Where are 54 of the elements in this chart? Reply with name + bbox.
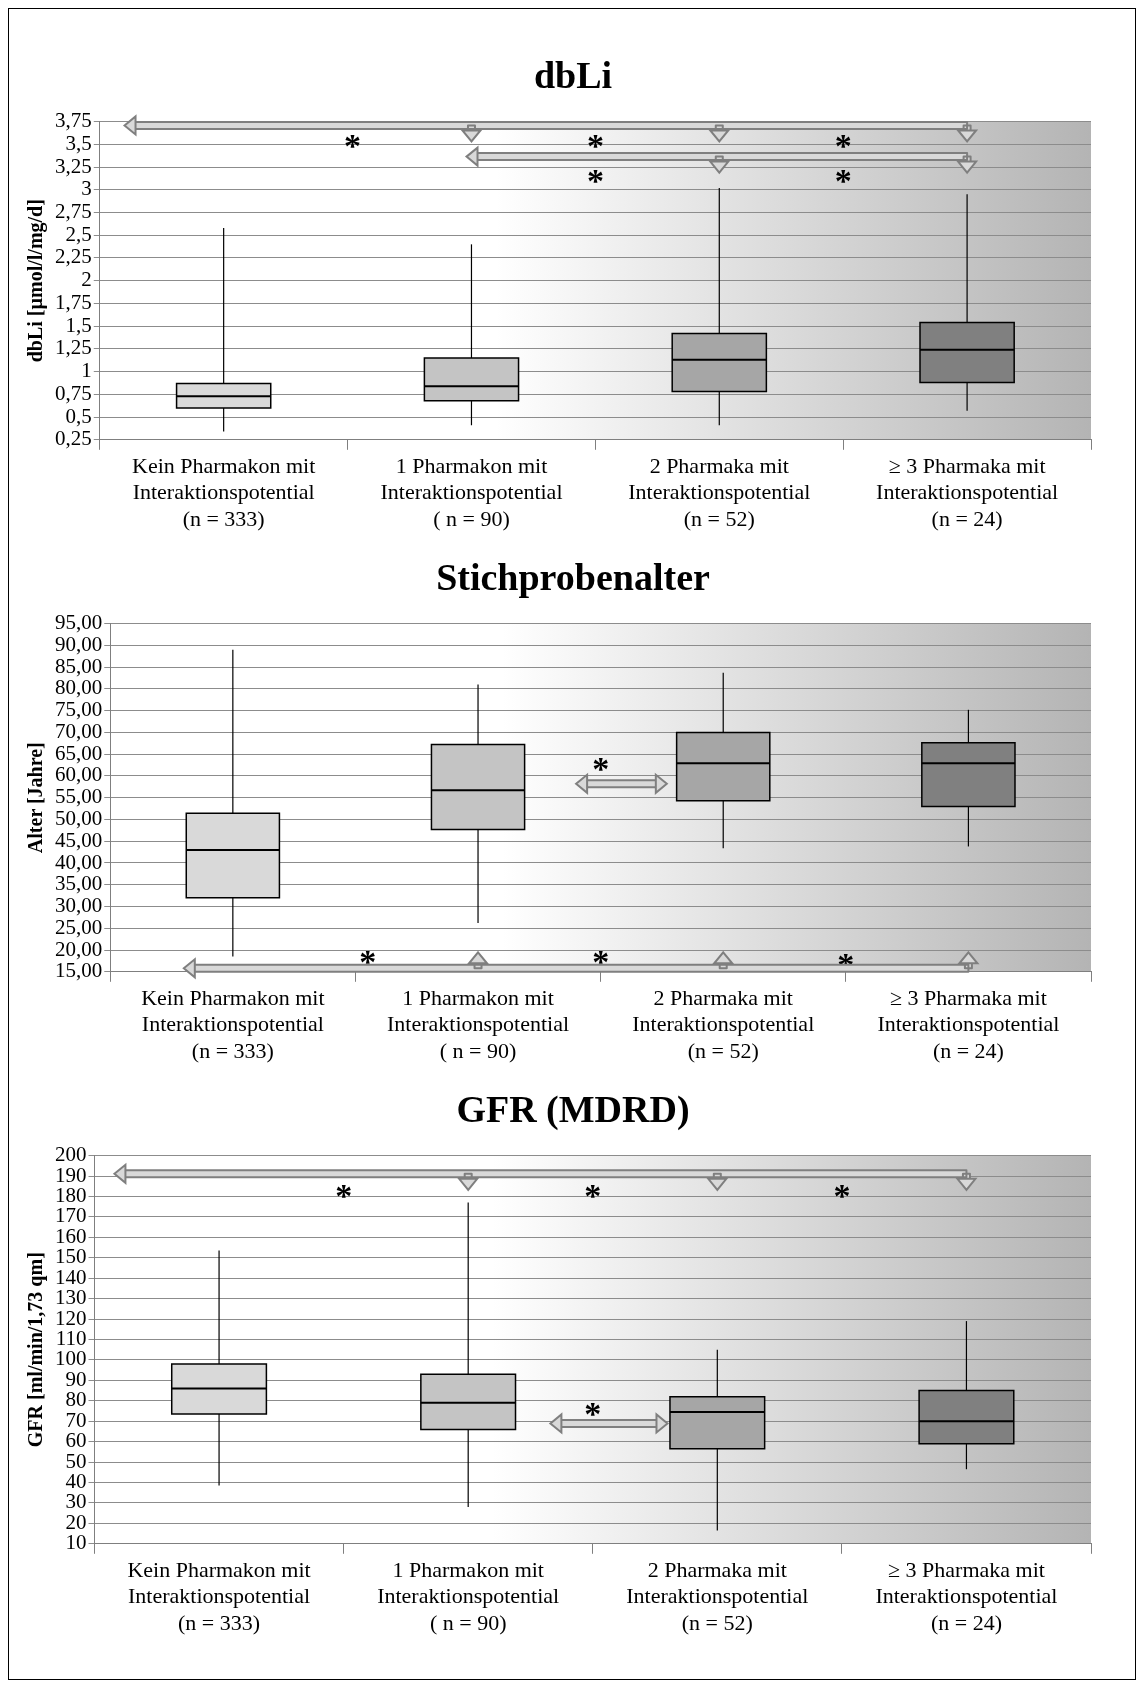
annotation: * [344, 127, 362, 165]
y-tick-label: 2,25 [55, 244, 92, 269]
x-tick-label: ≥ 3 Pharmaka mit Interaktionspotential (n = 24) [877, 984, 1060, 1063]
chart-title: dbLi [532, 53, 614, 97]
y-tick-label: 85,00 [55, 653, 103, 678]
annotation: * [833, 1177, 851, 1215]
y-axis-title: Alter [Jahre] [24, 742, 47, 854]
y-tick-label: 0,75 [55, 380, 92, 405]
y-tick-label: 3 [81, 176, 92, 201]
annotation: * [834, 162, 852, 200]
x-tick-label: Kein Pharmakon mit Interaktionspotential (n = 333) [132, 452, 316, 531]
y-tick-label: 3,75 [55, 108, 92, 133]
annotation: * [586, 162, 604, 200]
y-tick-label: 0,5 [65, 403, 92, 428]
y-tick-label: 3,5 [65, 130, 92, 155]
y-axis-title: GFR [ml/min/1,73 qm] [24, 1252, 48, 1448]
x-tick-label: 1 Pharmakon mit Interaktionspotential ( n = 90) [380, 452, 563, 531]
y-tick-label: 80,00 [55, 675, 103, 700]
x-tick-label: 1 Pharmakon mit Interaktionspotential ( n = 90) [387, 984, 570, 1063]
x-tick-label: ≥ 3 Pharmaka mit Interaktionspotential (n = 24) [875, 1556, 1058, 1635]
y-tick-label: 2,5 [65, 221, 92, 246]
x-tick-label: 1 Pharmakon mit Interaktionspotential ( n = 90) [377, 1556, 560, 1635]
y-tick-label: 2 [81, 267, 92, 292]
y-tick-label: 45,00 [55, 827, 103, 852]
y-axis-title: dbLi [µmol/l/mg/d] [24, 199, 48, 363]
y-tick-label: 1,5 [65, 312, 92, 337]
y-tick-label: 35,00 [55, 871, 103, 896]
y-tick-label: 20,00 [55, 936, 103, 961]
annotation: * [335, 1177, 353, 1215]
x-tick-label: Kein Pharmakon mit Interaktionspotential (n = 333) [141, 984, 325, 1063]
x-tick-label: 2 Pharmaka mit Interaktionspotential (n = 52) [632, 984, 815, 1063]
y-tick-label: 15,00 [55, 958, 103, 983]
y-tick-label: 2,75 [55, 199, 92, 224]
annotation: * [834, 127, 852, 165]
annotation: * [584, 1177, 602, 1215]
y-tick-label: 3,25 [55, 153, 92, 178]
annotation: * [592, 942, 610, 980]
y-tick-label: 60,00 [55, 762, 103, 787]
y-tick-label: 1,25 [55, 335, 92, 360]
chart-title: GFR (MDRD) [455, 1087, 691, 1131]
annotation: * [359, 942, 377, 980]
annotation: * [584, 1394, 602, 1432]
annotation: * [592, 749, 610, 787]
x-tick-label: ≥ 3 Pharmaka mit Interaktionspotential (n = 24) [876, 452, 1059, 531]
y-tick-label: 0,25 [55, 426, 92, 451]
y-tick-label: 65,00 [55, 740, 103, 765]
x-tick-label: Kein Pharmakon mit Interaktionspotential (n = 333) [127, 1556, 311, 1635]
x-tick-label: 2 Pharmaka mit Interaktionspotential (n = 52) [628, 452, 811, 531]
annotation: * [586, 127, 604, 165]
y-tick-label: 40,00 [55, 849, 103, 874]
y-tick-label: 1 [81, 358, 92, 383]
chart-title: Stichprobenalter [435, 555, 711, 599]
y-tick-label: 1,75 [55, 289, 92, 314]
x-tick-label: 2 Pharmaka mit Interaktionspotential (n = 52) [626, 1556, 809, 1635]
